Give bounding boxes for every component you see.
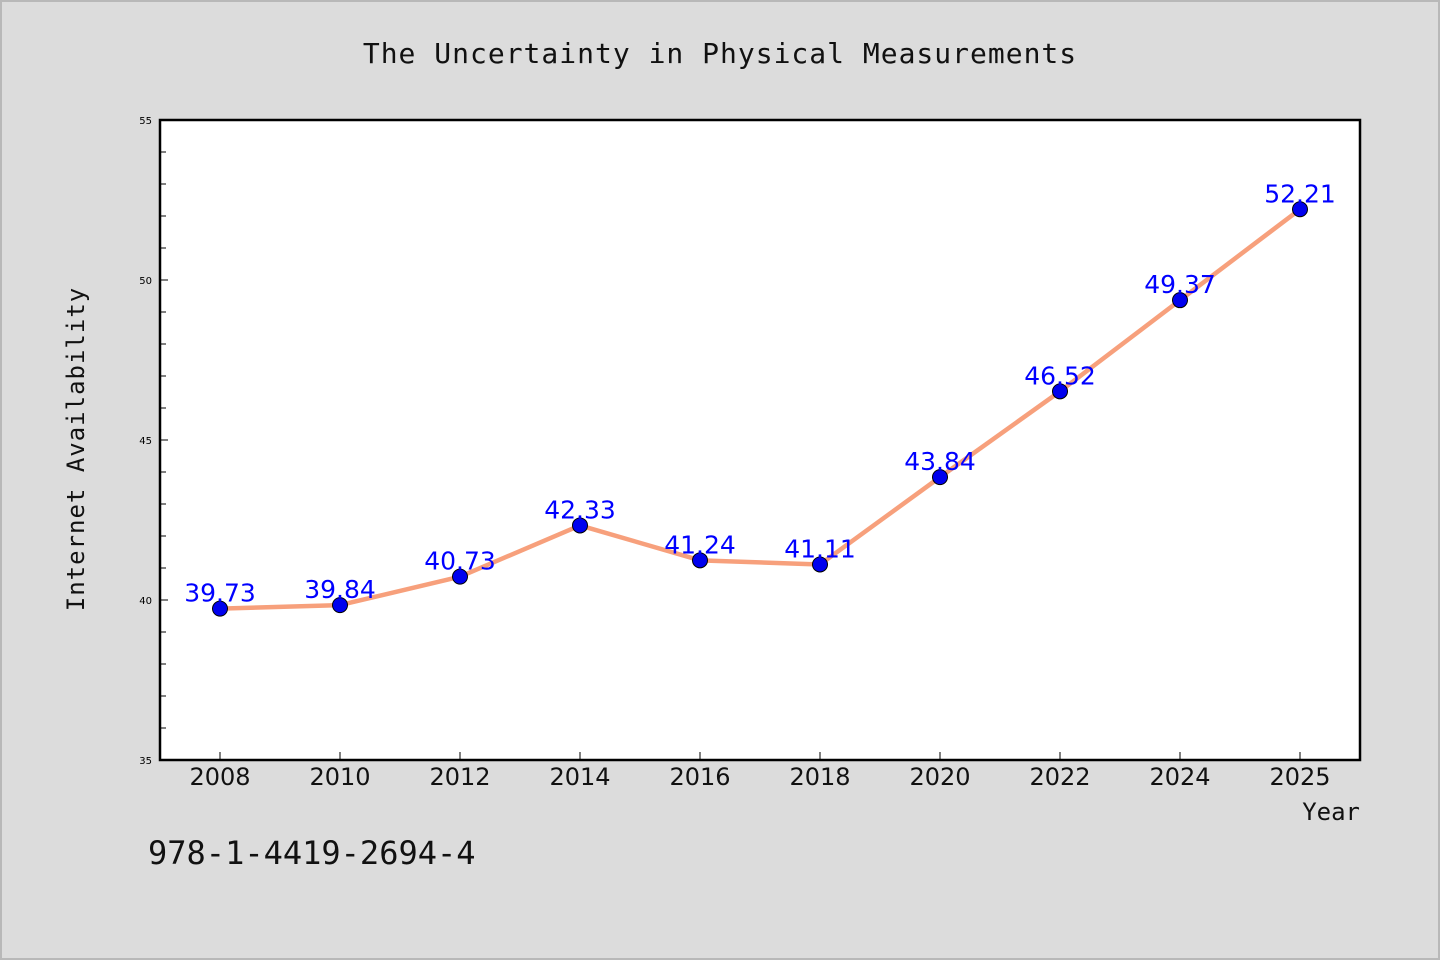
x-axis-label: Year	[1302, 798, 1360, 826]
x-tick-label: 2012	[429, 763, 490, 791]
data-label: 41.11	[784, 534, 856, 563]
data-label: 41.24	[664, 530, 736, 559]
data-label: 42.33	[544, 495, 616, 524]
x-tick-label: 2020	[909, 763, 970, 791]
data-point	[932, 469, 948, 486]
data-labels: 39.73 39.84 40.73 42.33 41.24 41.11 43.84 46.52…	[184, 179, 1336, 607]
data-points	[212, 201, 1308, 617]
data-point	[1292, 201, 1308, 218]
y-tick-label: 50	[139, 276, 152, 287]
data-point	[692, 552, 708, 569]
chart-title: The Uncertainty in Physical Measurements	[363, 37, 1077, 70]
data-label: 52.21	[1264, 179, 1336, 208]
x-tick-label: 2014	[549, 763, 610, 791]
y-tick-label: 55	[139, 116, 152, 127]
x-tick-label: 2018	[789, 763, 850, 791]
x-tick-label: 2024	[1149, 763, 1210, 791]
data-label: 49.37	[1144, 270, 1216, 299]
x-axis: 2008 2010 2012 2014 2016 2018 2020 2022 2024 2025	[189, 752, 1331, 791]
series-line	[217, 207, 1303, 611]
y-axis: 35 40 45 50 55	[139, 116, 168, 767]
plot-area	[158, 118, 1362, 762]
y-tick-label: 45	[139, 436, 152, 447]
footer-identifier: 978-1-4419-2694-4	[148, 834, 476, 872]
data-label: 39.73	[184, 579, 256, 608]
data-point	[452, 568, 468, 585]
x-tick-label: 2022	[1029, 763, 1090, 791]
y-axis-label: Internet Availability	[62, 287, 90, 611]
data-point	[1172, 292, 1188, 309]
data-label: 43.84	[904, 447, 976, 476]
data-point	[1052, 383, 1068, 400]
data-label: 40.73	[424, 547, 496, 576]
data-point	[572, 517, 588, 534]
data-point	[332, 597, 348, 614]
x-tick-label: 2016	[669, 763, 730, 791]
y-tick-label: 35	[139, 756, 152, 767]
data-point	[812, 556, 828, 573]
y-tick-label: 40	[139, 596, 152, 607]
data-label: 39.84	[304, 575, 376, 604]
data-label: 46.52	[1024, 361, 1096, 390]
data-point	[212, 600, 228, 617]
x-tick-label: 2008	[189, 763, 250, 791]
x-tick-label: 2025	[1269, 763, 1330, 791]
x-tick-label: 2010	[309, 763, 370, 791]
